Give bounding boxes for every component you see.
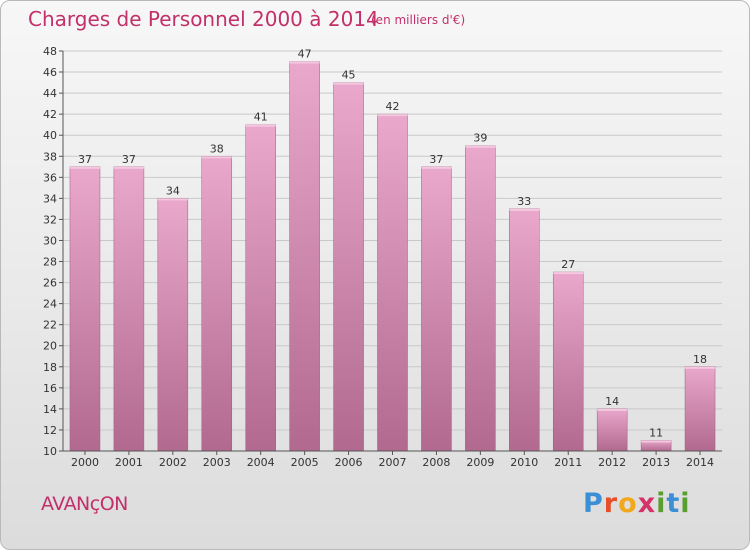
y-tick-label: 14 (43, 403, 57, 416)
bar-2001 (113, 166, 145, 452)
axes: 10 12 14 16 18 20 22 24 26 28 30 32 34 36 38 40 42 44 46 48… (43, 45, 722, 469)
y-tick-label: 44 (43, 87, 57, 100)
y-tick-label: 40 (43, 129, 57, 142)
bar-2010 (509, 208, 540, 452)
value-label: 37 (122, 153, 136, 166)
y-tick-label: 36 (43, 171, 57, 184)
chart-subtitle: (en milliers d'€) (371, 13, 466, 27)
value-label: 39 (473, 132, 487, 145)
bar-2007 (377, 113, 408, 452)
bar-highlight (333, 82, 364, 85)
y-tick-label: 20 (43, 340, 57, 353)
bar-2002 (157, 198, 189, 452)
x-tick-label: 2013 (642, 456, 670, 469)
bar-highlight (69, 166, 100, 169)
logo-letter: r (603, 488, 619, 519)
bar-2009 (465, 145, 496, 452)
value-label: 33 (517, 195, 531, 208)
y-tick-label: 32 (43, 213, 57, 226)
y-tick-label: 12 (43, 424, 57, 437)
y-tick-label: 46 (43, 66, 57, 79)
logo-letter: i (656, 488, 667, 519)
x-tick-label: 2009 (466, 456, 494, 469)
value-label: 37 (78, 153, 92, 166)
bar-2005 (289, 61, 320, 452)
x-tick-label: 2005 (291, 456, 319, 469)
value-label: 11 (649, 426, 663, 439)
proxiti-logo[interactable]: Proxiti (583, 488, 691, 519)
bar-highlight (685, 366, 716, 369)
bar-highlight (157, 198, 188, 201)
y-tick-label: 48 (43, 45, 57, 58)
value-label: 47 (298, 48, 312, 61)
bar-highlight (113, 166, 144, 169)
x-tick-label: 2010 (510, 456, 538, 469)
value-label: 45 (342, 69, 356, 82)
x-tick-label: 2012 (598, 456, 626, 469)
value-label: 41 (254, 111, 268, 124)
bar-2011 (552, 271, 584, 452)
logo-letter: t (666, 488, 681, 519)
y-tick-label: 38 (43, 150, 57, 163)
x-tick-label: 2001 (115, 456, 143, 469)
x-tick-label: 2004 (247, 456, 275, 469)
x-tick-label: 2003 (203, 456, 231, 469)
y-tick-label: 34 (43, 192, 57, 205)
y-tick-label: 26 (43, 277, 57, 290)
bar-2012 (596, 408, 628, 452)
bar-highlight (641, 440, 672, 443)
bar-2004 (245, 124, 276, 452)
y-tick-label: 16 (43, 382, 57, 395)
bar-highlight (289, 61, 320, 64)
y-tick-label: 10 (43, 445, 57, 458)
logo-letter: o (618, 488, 638, 519)
x-tick-label: 2008 (422, 456, 450, 469)
bar-2000 (69, 166, 101, 452)
y-tick-label: 18 (43, 361, 57, 374)
logo-letter: i (680, 488, 691, 519)
bar-highlight (201, 156, 232, 159)
value-label: 37 (429, 153, 443, 166)
y-tick-label: 24 (43, 298, 57, 311)
y-tick-label: 28 (43, 256, 57, 269)
x-tick-label: 2002 (159, 456, 187, 469)
bar-highlight (465, 145, 496, 148)
commune-name: AVANçON (41, 493, 128, 515)
value-label: 42 (386, 100, 400, 113)
value-label: 14 (605, 395, 619, 408)
bar-2003 (201, 156, 233, 452)
y-tick-label: 22 (43, 319, 57, 332)
bar-2014 (684, 366, 716, 452)
bar-highlight (509, 208, 540, 211)
value-label: 34 (166, 184, 180, 197)
x-tick-label: 2014 (686, 456, 714, 469)
x-tick-label: 2006 (335, 456, 363, 469)
value-label: 27 (561, 258, 575, 271)
bar-highlight (597, 408, 628, 411)
bar-highlight (245, 124, 276, 127)
x-tick-label: 2007 (379, 456, 407, 469)
bar-highlight (377, 114, 408, 117)
bars (69, 61, 716, 452)
bar-highlight (553, 272, 584, 275)
value-label: 38 (210, 142, 224, 155)
x-tick-label: 2000 (71, 456, 99, 469)
bar-2008 (421, 166, 452, 452)
y-tick-label: 30 (43, 234, 57, 247)
bar-highlight (421, 166, 452, 169)
x-tick-label: 2011 (554, 456, 582, 469)
logo-letter: P (583, 488, 604, 519)
y-tick-label: 42 (43, 108, 57, 121)
value-label: 18 (693, 353, 707, 366)
chart-title: Charges de Personnel 2000 à 2014 (28, 7, 379, 31)
logo-letter: x (637, 488, 657, 519)
bar-2006 (333, 82, 364, 452)
